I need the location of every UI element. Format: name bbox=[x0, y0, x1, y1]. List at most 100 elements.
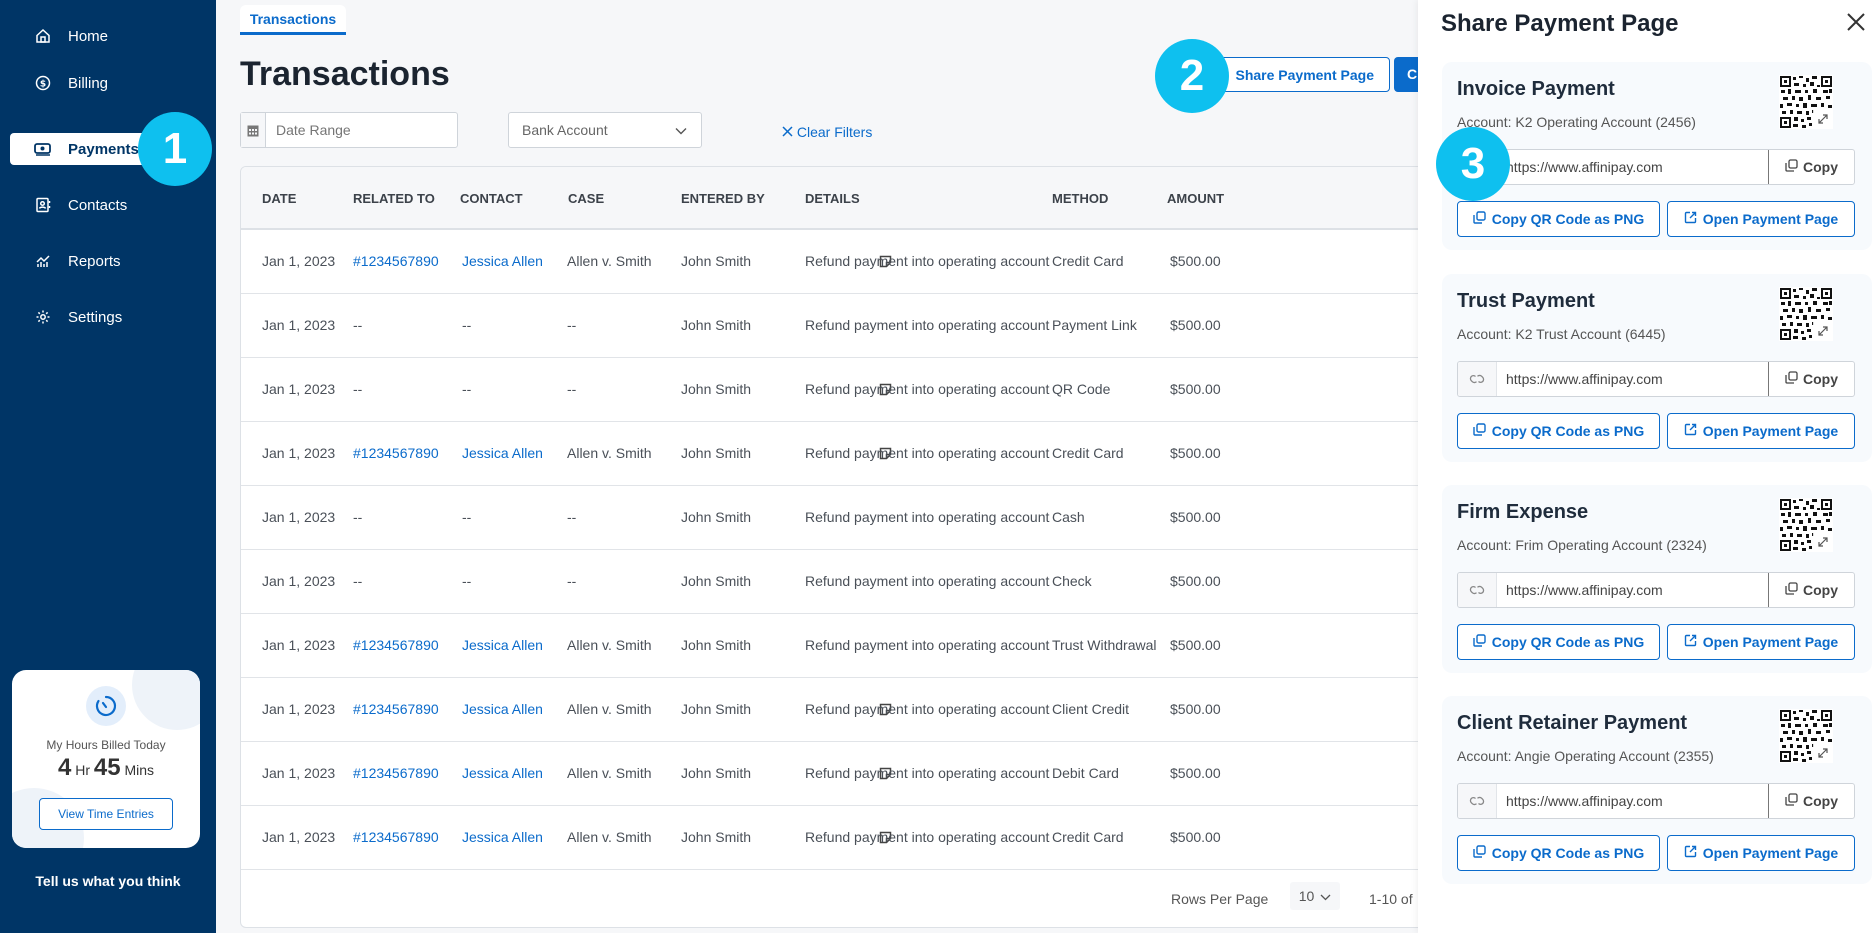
tab-transactions[interactable]: Transactions bbox=[240, 5, 346, 35]
column-header-method[interactable]: METHOD bbox=[1052, 191, 1109, 206]
open-payment-page-button[interactable]: Open Payment Page bbox=[1667, 201, 1855, 237]
cell-related-to[interactable]: #1234567890 bbox=[353, 765, 439, 781]
cell-contact[interactable]: Jessica Allen bbox=[462, 765, 543, 781]
copy-label: Copy bbox=[1803, 371, 1838, 387]
date-range-filter[interactable] bbox=[240, 112, 458, 148]
payment-url-input[interactable] bbox=[1497, 362, 1768, 396]
open-payment-page-button[interactable]: Open Payment Page bbox=[1667, 624, 1855, 660]
open-payment-page-button[interactable]: Open Payment Page bbox=[1667, 835, 1855, 871]
qr-code-expand[interactable] bbox=[1779, 498, 1833, 552]
column-header-details[interactable]: DETAILS bbox=[805, 191, 860, 206]
cell-related-to[interactable]: #1234567890 bbox=[353, 445, 439, 461]
qr-code-expand[interactable] bbox=[1779, 287, 1833, 341]
payment-url-group: Copy bbox=[1457, 361, 1855, 397]
cell-amount: $500.00 bbox=[1170, 637, 1221, 653]
rows-per-page-value: 10 bbox=[1298, 888, 1315, 904]
cell-contact[interactable]: Jessica Allen bbox=[462, 829, 543, 845]
payment-url-input[interactable] bbox=[1497, 150, 1768, 184]
table-row[interactable]: Jan 1, 2023 -- -- -- John Smith Refund p… bbox=[241, 486, 1439, 550]
payment-page-account: Account: Frim Operating Account (2324) bbox=[1457, 537, 1707, 553]
table-row[interactable]: Jan 1, 2023 -- -- -- John Smith Refund p… bbox=[241, 294, 1439, 358]
column-header-entered-by[interactable]: ENTERED BY bbox=[681, 191, 765, 206]
copy-qr-code-button[interactable]: Copy QR Code as PNG bbox=[1457, 835, 1660, 871]
cell-contact: -- bbox=[462, 509, 472, 525]
cell-contact[interactable]: Jessica Allen bbox=[462, 253, 543, 269]
cell-details: Refund payment into operating account bbox=[805, 573, 1050, 589]
column-header-case[interactable]: CASE bbox=[568, 191, 605, 206]
note-icon[interactable] bbox=[879, 767, 892, 783]
rows-per-page-select[interactable]: 10 bbox=[1290, 882, 1340, 910]
sidebar-item-billing[interactable]: $ Billing bbox=[10, 67, 200, 99]
cell-related-to[interactable]: #1234567890 bbox=[353, 701, 439, 717]
cell-case: -- bbox=[567, 317, 577, 333]
cell-method: Check bbox=[1052, 573, 1092, 589]
table-row[interactable]: Jan 1, 2023 -- -- -- John Smith Refund p… bbox=[241, 550, 1439, 614]
copy-qr-code-button[interactable]: Copy QR Code as PNG bbox=[1457, 624, 1660, 660]
note-icon[interactable] bbox=[879, 383, 892, 399]
cell-entered-by: John Smith bbox=[681, 573, 752, 589]
column-header-contact[interactable]: CONTACT bbox=[460, 191, 523, 206]
open-payment-page-label: Open Payment Page bbox=[1702, 423, 1839, 439]
cell-amount: $500.00 bbox=[1170, 509, 1221, 525]
cell-related-to[interactable]: #1234567890 bbox=[353, 829, 439, 845]
note-icon[interactable] bbox=[879, 447, 892, 463]
copy-qr-code-button[interactable]: Copy QR Code as PNG bbox=[1457, 413, 1660, 449]
hours-billed-label: My Hours Billed Today bbox=[46, 738, 166, 752]
rows-per-page-label: Rows Per Page bbox=[1171, 891, 1269, 907]
external-link-icon bbox=[1684, 211, 1697, 227]
sidebar-item-settings[interactable]: Settings bbox=[10, 301, 200, 333]
note-icon[interactable] bbox=[879, 703, 892, 719]
table-row[interactable]: Jan 1, 2023 -- -- -- John Smith Refund p… bbox=[241, 358, 1439, 422]
table-row[interactable]: Jan 1, 2023 #1234567890 Jessica Allen Al… bbox=[241, 422, 1439, 486]
cell-related-to[interactable]: #1234567890 bbox=[353, 253, 439, 269]
note-icon[interactable] bbox=[879, 255, 892, 271]
cell-date: Jan 1, 2023 bbox=[262, 445, 336, 461]
payment-url-input[interactable] bbox=[1497, 784, 1768, 818]
cell-related-to[interactable]: #1234567890 bbox=[353, 637, 439, 653]
copy-url-button[interactable]: Copy bbox=[1768, 362, 1854, 396]
cell-case: -- bbox=[567, 509, 577, 525]
payment-url-input[interactable] bbox=[1497, 573, 1768, 607]
step-marker-1: 1 bbox=[138, 112, 212, 186]
copy-url-button[interactable]: Copy bbox=[1768, 784, 1854, 818]
cell-details: Refund payment into operating account bbox=[805, 637, 1050, 653]
cell-contact: -- bbox=[462, 317, 472, 333]
table-row[interactable]: Jan 1, 2023 #1234567890 Jessica Allen Al… bbox=[241, 614, 1439, 678]
table-row[interactable]: Jan 1, 2023 #1234567890 Jessica Allen Al… bbox=[241, 230, 1439, 294]
column-header-related-to[interactable]: RELATED TO bbox=[353, 191, 435, 206]
view-time-entries-button[interactable]: View Time Entries bbox=[39, 798, 173, 830]
sidebar-item-home[interactable]: Home bbox=[10, 20, 200, 52]
cell-contact[interactable]: Jessica Allen bbox=[462, 445, 543, 461]
sidebar-item-reports[interactable]: Reports bbox=[10, 245, 200, 277]
payment-page-account: Account: K2 Operating Account (2456) bbox=[1457, 114, 1696, 130]
cell-details: Refund payment into operating account bbox=[805, 701, 1050, 717]
transactions-table: DATE RELATED TO CONTACT CASE ENTERED BY … bbox=[240, 166, 1440, 928]
sidebar-item-contacts[interactable]: Contacts bbox=[10, 189, 200, 221]
qr-code-expand[interactable] bbox=[1779, 709, 1833, 763]
copy-qr-code-button[interactable]: Copy QR Code as PNG bbox=[1457, 201, 1660, 237]
copy-url-button[interactable]: Copy bbox=[1768, 573, 1854, 607]
open-payment-page-button[interactable]: Open Payment Page bbox=[1667, 413, 1855, 449]
note-icon[interactable] bbox=[879, 831, 892, 847]
cell-method: QR Code bbox=[1052, 381, 1111, 397]
table-row[interactable]: Jan 1, 2023 #1234567890 Jessica Allen Al… bbox=[241, 806, 1439, 870]
date-range-input[interactable] bbox=[266, 113, 457, 147]
copy-url-button[interactable]: Copy bbox=[1768, 150, 1854, 184]
column-header-amount[interactable]: AMOUNT bbox=[1167, 191, 1225, 206]
cell-contact[interactable]: Jessica Allen bbox=[462, 637, 543, 653]
share-payment-page-button[interactable]: Share Payment Page bbox=[1220, 57, 1390, 92]
table-row[interactable]: Jan 1, 2023 #1234567890 Jessica Allen Al… bbox=[241, 678, 1439, 742]
timer-icon bbox=[86, 686, 126, 726]
feedback-link[interactable]: Tell us what you think bbox=[35, 873, 181, 889]
clear-filters-button[interactable]: Clear Filters bbox=[782, 124, 872, 140]
contact-book-icon bbox=[34, 196, 52, 214]
close-panel-button[interactable] bbox=[1846, 12, 1870, 36]
cell-amount: $500.00 bbox=[1170, 253, 1221, 269]
table-row[interactable]: Jan 1, 2023 #1234567890 Jessica Allen Al… bbox=[241, 742, 1439, 806]
cell-contact: -- bbox=[462, 381, 472, 397]
cell-details: Refund payment into operating account bbox=[805, 381, 1050, 397]
bank-account-select[interactable]: Bank Account bbox=[508, 112, 702, 148]
qr-code-expand[interactable] bbox=[1779, 75, 1833, 129]
column-header-date[interactable]: DATE bbox=[262, 191, 297, 206]
cell-contact[interactable]: Jessica Allen bbox=[462, 701, 543, 717]
